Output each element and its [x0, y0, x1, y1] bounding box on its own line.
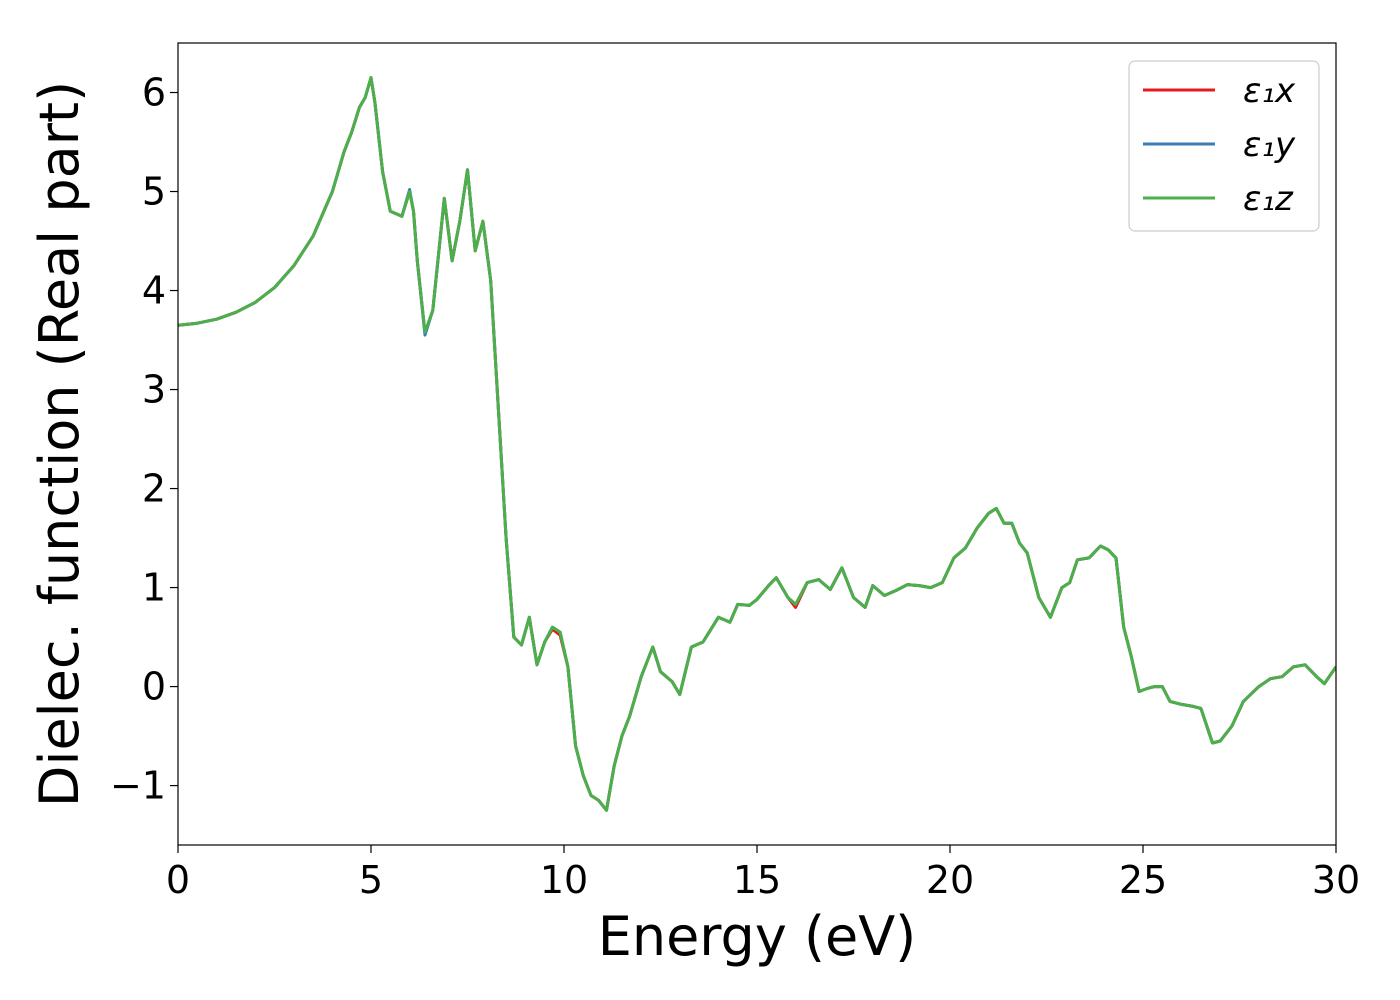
y-tick-label: 0 [142, 665, 166, 709]
x-tick-label: 15 [733, 858, 781, 902]
y-tick-label: 5 [142, 170, 166, 214]
x-tick-label: 30 [1312, 858, 1360, 902]
legend-box [1128, 60, 1320, 232]
legend: ε₁x ε₁y ε₁z [1128, 60, 1320, 232]
y-tick-label: 3 [142, 368, 166, 412]
x-tick-label: 0 [166, 858, 190, 902]
y-tick-label: 4 [142, 269, 166, 313]
x-tick-label: 5 [359, 858, 383, 902]
legend-label: ε₁z [1243, 179, 1294, 219]
legend-label: ε₁y [1243, 125, 1296, 165]
x-axis-ticks: 0 5 10 15 20 25 30 [166, 845, 1360, 902]
y-tick-label: 1 [142, 566, 166, 610]
series-layer [178, 76, 1336, 812]
x-axis-label: Energy (eV) [598, 905, 917, 968]
legend-label: ε₁x [1243, 71, 1296, 111]
x-tick-label: 10 [540, 858, 588, 902]
y-axis-ticks: −1 0 1 2 3 4 5 6 [110, 71, 178, 808]
y-tick-label: 6 [142, 71, 166, 115]
x-tick-label: 25 [1119, 858, 1167, 902]
series-line-3 [178, 76, 1336, 812]
y-tick-label: −1 [110, 764, 166, 808]
y-axis-label: Dielec. function (Real part) [28, 81, 91, 807]
x-tick-label: 20 [926, 858, 974, 902]
y-tick-label: 2 [142, 467, 166, 511]
